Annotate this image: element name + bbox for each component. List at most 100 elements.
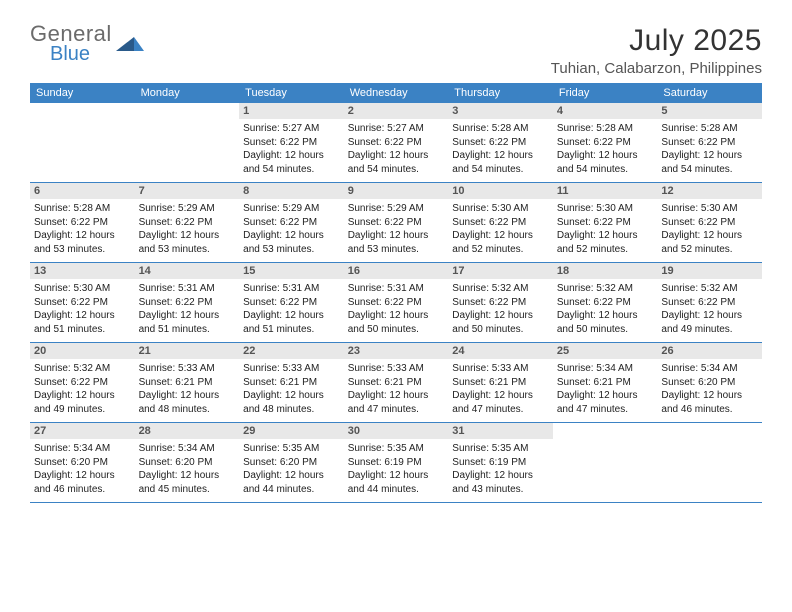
day-number: 14	[135, 263, 240, 279]
day-cell	[30, 103, 135, 182]
day-number: 23	[344, 343, 449, 359]
location-label: Tuhian, Calabarzon, Philippines	[551, 60, 762, 77]
day-cell: 27 Sunrise: 5:34 AMSunset: 6:20 PMDayligh…	[30, 423, 135, 502]
day-info: Sunrise: 5:34 AMSunset: 6:20 PMDaylight:…	[34, 442, 131, 496]
day-info: Sunrise: 5:30 AMSunset: 6:22 PMDaylight:…	[661, 202, 758, 256]
day-cell: 9 Sunrise: 5:29 AMSunset: 6:22 PMDaylight…	[344, 183, 449, 262]
day-info: Sunrise: 5:32 AMSunset: 6:22 PMDaylight:…	[557, 282, 654, 336]
day-info: Sunrise: 5:28 AMSunset: 6:22 PMDaylight:…	[661, 122, 758, 176]
day-cell: 6 Sunrise: 5:28 AMSunset: 6:22 PMDaylight…	[30, 183, 135, 262]
day-info: Sunrise: 5:33 AMSunset: 6:21 PMDaylight:…	[243, 362, 340, 416]
day-info: Sunrise: 5:29 AMSunset: 6:22 PMDaylight:…	[139, 202, 236, 256]
week-row: 20 Sunrise: 5:32 AMSunset: 6:22 PMDayligh…	[30, 343, 762, 423]
day-info: Sunrise: 5:28 AMSunset: 6:22 PMDaylight:…	[452, 122, 549, 176]
day-cell: 24 Sunrise: 5:33 AMSunset: 6:21 PMDayligh…	[448, 343, 553, 422]
day-number: 8	[239, 183, 344, 199]
day-number: 1	[239, 103, 344, 119]
day-number: 20	[30, 343, 135, 359]
day-info: Sunrise: 5:32 AMSunset: 6:22 PMDaylight:…	[661, 282, 758, 336]
day-info: Sunrise: 5:33 AMSunset: 6:21 PMDaylight:…	[139, 362, 236, 416]
day-cell: 31Sunrise: 5:35 AMSunset: 6:19 PMDayligh…	[448, 423, 553, 502]
calendar-page: General Blue July 2025 Tuhian, Calabarzo…	[0, 0, 792, 527]
day-number: 17	[448, 263, 553, 279]
day-number: 30	[344, 423, 449, 439]
day-info: Sunrise: 5:32 AMSunset: 6:22 PMDaylight:…	[34, 362, 131, 416]
day-cell: 11 Sunrise: 5:30 AMSunset: 6:22 PMDayligh…	[553, 183, 658, 262]
day-info: Sunrise: 5:31 AMSunset: 6:22 PMDaylight:…	[139, 282, 236, 336]
day-cell: 1Sunrise: 5:27 AMSunset: 6:22 PMDaylight…	[239, 103, 344, 182]
day-info: Sunrise: 5:28 AMSunset: 6:22 PMDaylight:…	[34, 202, 131, 256]
day-cell	[553, 423, 658, 502]
day-number: 9	[344, 183, 449, 199]
week-row: 6 Sunrise: 5:28 AMSunset: 6:22 PMDaylight…	[30, 183, 762, 263]
day-cell: 25Sunrise: 5:34 AMSunset: 6:21 PMDayligh…	[553, 343, 658, 422]
day-cell	[657, 423, 762, 502]
logo-line1: General	[30, 24, 112, 45]
day-number: 15	[239, 263, 344, 279]
day-cell: 2 Sunrise: 5:27 AMSunset: 6:22 PMDaylight…	[344, 103, 449, 182]
day-info: Sunrise: 5:35 AMSunset: 6:20 PMDaylight:…	[243, 442, 340, 496]
week-row: 1Sunrise: 5:27 AMSunset: 6:22 PMDaylight…	[30, 103, 762, 183]
day-number: 10	[448, 183, 553, 199]
weekday-header: Tuesday	[239, 83, 344, 103]
day-number: 6	[30, 183, 135, 199]
day-cell: 12Sunrise: 5:30 AMSunset: 6:22 PMDayligh…	[657, 183, 762, 262]
title-block: July 2025 Tuhian, Calabarzon, Philippine…	[551, 24, 762, 77]
day-info: Sunrise: 5:31 AMSunset: 6:22 PMDaylight:…	[348, 282, 445, 336]
day-number: 29	[239, 423, 344, 439]
day-cell: 16Sunrise: 5:31 AMSunset: 6:22 PMDayligh…	[344, 263, 449, 342]
day-number: 28	[135, 423, 240, 439]
day-cell: 29 Sunrise: 5:35 AMSunset: 6:20 PMDayligh…	[239, 423, 344, 502]
day-cell: 4 Sunrise: 5:28 AMSunset: 6:22 PMDaylight…	[553, 103, 658, 182]
day-cell: 30 Sunrise: 5:35 AMSunset: 6:19 PMDayligh…	[344, 423, 449, 502]
day-info: Sunrise: 5:33 AMSunset: 6:21 PMDaylight:…	[348, 362, 445, 416]
day-number: 21	[135, 343, 240, 359]
day-number: 27	[30, 423, 135, 439]
day-cell: 19 Sunrise: 5:32 AMSunset: 6:22 PMDayligh…	[657, 263, 762, 342]
day-cell: 8 Sunrise: 5:29 AMSunset: 6:22 PMDaylight…	[239, 183, 344, 262]
day-cell: 17 Sunrise: 5:32 AMSunset: 6:22 PMDayligh…	[448, 263, 553, 342]
day-cell: 28 Sunrise: 5:34 AMSunset: 6:20 PMDayligh…	[135, 423, 240, 502]
day-info: Sunrise: 5:29 AMSunset: 6:22 PMDaylight:…	[348, 202, 445, 256]
weekday-header: Sunday	[30, 83, 135, 103]
day-number: 13	[30, 263, 135, 279]
day-number: 7	[135, 183, 240, 199]
day-number: 31	[448, 423, 553, 439]
day-info: Sunrise: 5:34 AMSunset: 6:20 PMDaylight:…	[139, 442, 236, 496]
day-cell: 20 Sunrise: 5:32 AMSunset: 6:22 PMDayligh…	[30, 343, 135, 422]
day-info: Sunrise: 5:33 AMSunset: 6:21 PMDaylight:…	[452, 362, 549, 416]
day-number: 2	[344, 103, 449, 119]
day-info: Sunrise: 5:30 AMSunset: 6:22 PMDaylight:…	[557, 202, 654, 256]
day-number: 11	[553, 183, 658, 199]
day-cell: 13Sunrise: 5:30 AMSunset: 6:22 PMDayligh…	[30, 263, 135, 342]
day-info: Sunrise: 5:32 AMSunset: 6:22 PMDaylight:…	[452, 282, 549, 336]
day-cell: 18Sunrise: 5:32 AMSunset: 6:22 PMDayligh…	[553, 263, 658, 342]
day-info: Sunrise: 5:34 AMSunset: 6:20 PMDaylight:…	[661, 362, 758, 416]
day-info: Sunrise: 5:27 AMSunset: 6:22 PMDaylight:…	[348, 122, 445, 176]
logo-mark-icon	[116, 31, 146, 55]
header: General Blue July 2025 Tuhian, Calabarzo…	[30, 24, 762, 77]
calendar-grid: SundayMondayTuesdayWednesdayThursdayFrid…	[30, 83, 762, 503]
day-cell: 7 Sunrise: 5:29 AMSunset: 6:22 PMDaylight…	[135, 183, 240, 262]
week-row: 27Sunrise: 5:34 AMSunset: 6:20 PMDayligh…	[30, 423, 762, 503]
day-info: Sunrise: 5:30 AMSunset: 6:22 PMDaylight:…	[452, 202, 549, 256]
logo: General Blue	[30, 24, 146, 64]
day-number: 4	[553, 103, 658, 119]
day-info: Sunrise: 5:28 AMSunset: 6:22 PMDaylight:…	[557, 122, 654, 176]
weekday-header: Monday	[135, 83, 240, 103]
day-cell: 26Sunrise: 5:34 AMSunset: 6:20 PMDayligh…	[657, 343, 762, 422]
day-cell: 22 Sunrise: 5:33 AMSunset: 6:21 PMDayligh…	[239, 343, 344, 422]
day-number: 22	[239, 343, 344, 359]
day-number: 24	[448, 343, 553, 359]
weekday-header-row: SundayMondayTuesdayWednesdayThursdayFrid…	[30, 83, 762, 103]
day-cell	[135, 103, 240, 182]
day-cell: 10 Sunrise: 5:30 AMSunset: 6:22 PMDayligh…	[448, 183, 553, 262]
week-row: 13Sunrise: 5:30 AMSunset: 6:22 PMDayligh…	[30, 263, 762, 343]
day-cell: 14 Sunrise: 5:31 AMSunset: 6:22 PMDayligh…	[135, 263, 240, 342]
logo-line2: Blue	[50, 45, 112, 64]
day-number: 19	[657, 263, 762, 279]
day-info: Sunrise: 5:31 AMSunset: 6:22 PMDaylight:…	[243, 282, 340, 336]
day-info: Sunrise: 5:29 AMSunset: 6:22 PMDaylight:…	[243, 202, 340, 256]
day-number: 5	[657, 103, 762, 119]
day-info: Sunrise: 5:35 AMSunset: 6:19 PMDaylight:…	[348, 442, 445, 496]
